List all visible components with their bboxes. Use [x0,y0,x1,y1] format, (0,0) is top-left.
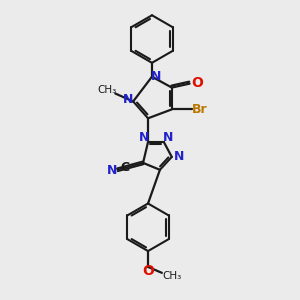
Text: CH₃: CH₃ [162,271,182,281]
Text: N: N [173,150,184,164]
Text: Br: Br [192,103,207,116]
Text: C: C [121,161,130,174]
Text: O: O [192,76,203,90]
Text: N: N [139,130,149,144]
Text: N: N [151,70,161,83]
Text: N: N [163,130,173,144]
Text: N: N [123,93,134,106]
Text: O: O [142,264,154,278]
Text: N: N [107,164,118,177]
Text: CH₃: CH₃ [98,85,117,94]
